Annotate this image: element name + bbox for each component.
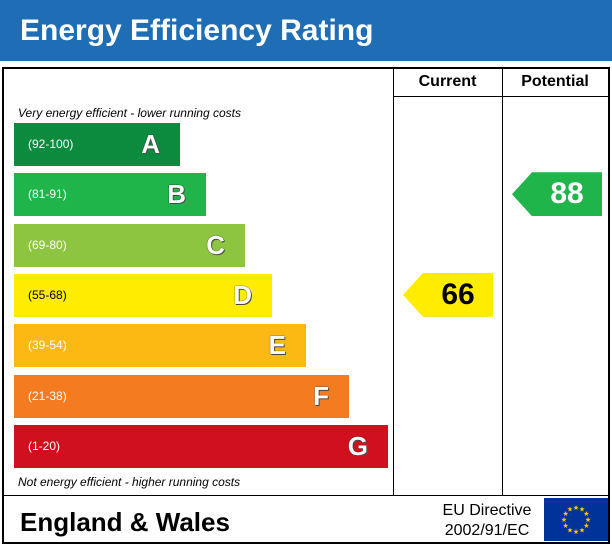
band-letter: G xyxy=(347,430,368,461)
eu-star-icon: ★ xyxy=(583,522,589,530)
eu-star-icon: ★ xyxy=(573,504,579,512)
rating-chart: Current Potential Very energy efficient … xyxy=(2,67,610,544)
band-range-label: (55-68) xyxy=(28,287,67,302)
rating-band-d: (55-68) D xyxy=(14,273,272,317)
footer-divider xyxy=(4,495,608,496)
current-column-header: Current xyxy=(418,73,477,90)
header-divider xyxy=(393,96,608,97)
band-letter: D xyxy=(233,279,252,310)
eu-flag-icon: ★ ★ ★ ★ ★ ★ ★ ★ ★ ★ ★ ★ xyxy=(544,498,608,541)
eu-star-icon: ★ xyxy=(561,516,567,524)
column-divider xyxy=(502,69,503,495)
band-range-label: (81-91) xyxy=(28,187,67,202)
band-range-label: (69-80) xyxy=(28,237,67,252)
rating-band-a: (92-100) A xyxy=(14,123,180,166)
eu-star-icon: ★ xyxy=(585,516,591,524)
rating-band-c: (69-80) C xyxy=(14,223,245,267)
band-letter: E xyxy=(268,330,286,361)
eu-star-icon: ★ xyxy=(562,510,568,518)
inefficient-note: Not energy efficient - higher running co… xyxy=(18,475,241,489)
page-title: Energy Efficiency Rating xyxy=(0,0,612,61)
region-label: England & Wales xyxy=(20,507,230,537)
band-letter: A xyxy=(141,129,160,159)
potential-rating-value: 88 xyxy=(550,177,584,211)
rating-band-g: (1-20) G xyxy=(14,424,388,468)
band-letter: C xyxy=(206,229,225,260)
eu-star-icon: ★ xyxy=(583,510,589,518)
band-range-label: (92-100) xyxy=(28,137,74,151)
band-letter: B xyxy=(167,179,186,210)
band-range-label: (1-20) xyxy=(28,438,61,453)
eu-star-icon: ★ xyxy=(579,526,585,534)
eu-star-icon: ★ xyxy=(562,522,568,530)
directive-line-1: EU Directive xyxy=(442,502,532,519)
band-range-label: (21-38) xyxy=(28,388,67,403)
column-divider xyxy=(393,69,394,495)
rating-band-f: (21-38) F xyxy=(14,374,349,418)
rating-band-e: (39-54) E xyxy=(14,324,306,368)
efficient-note: Very energy efficient - lower running co… xyxy=(18,106,241,120)
current-rating-value: 66 xyxy=(441,277,475,311)
eu-star-icon: ★ xyxy=(579,506,585,514)
eu-star-icon: ★ xyxy=(567,526,573,534)
potential-rating-arrow: 88 xyxy=(512,172,602,217)
eu-star-icon: ★ xyxy=(567,506,573,514)
rating-band-b: (81-91) B xyxy=(14,173,206,217)
potential-column-header: Potential xyxy=(521,73,589,90)
eu-directive: EU Directive 2002/91/EC xyxy=(432,501,542,541)
band-range-label: (39-54) xyxy=(28,338,67,353)
eu-star-icon: ★ xyxy=(573,528,579,536)
band-letter: F xyxy=(313,380,329,411)
directive-line-2: 2002/91/EC xyxy=(444,522,530,539)
current-rating-arrow: 66 xyxy=(403,272,493,317)
